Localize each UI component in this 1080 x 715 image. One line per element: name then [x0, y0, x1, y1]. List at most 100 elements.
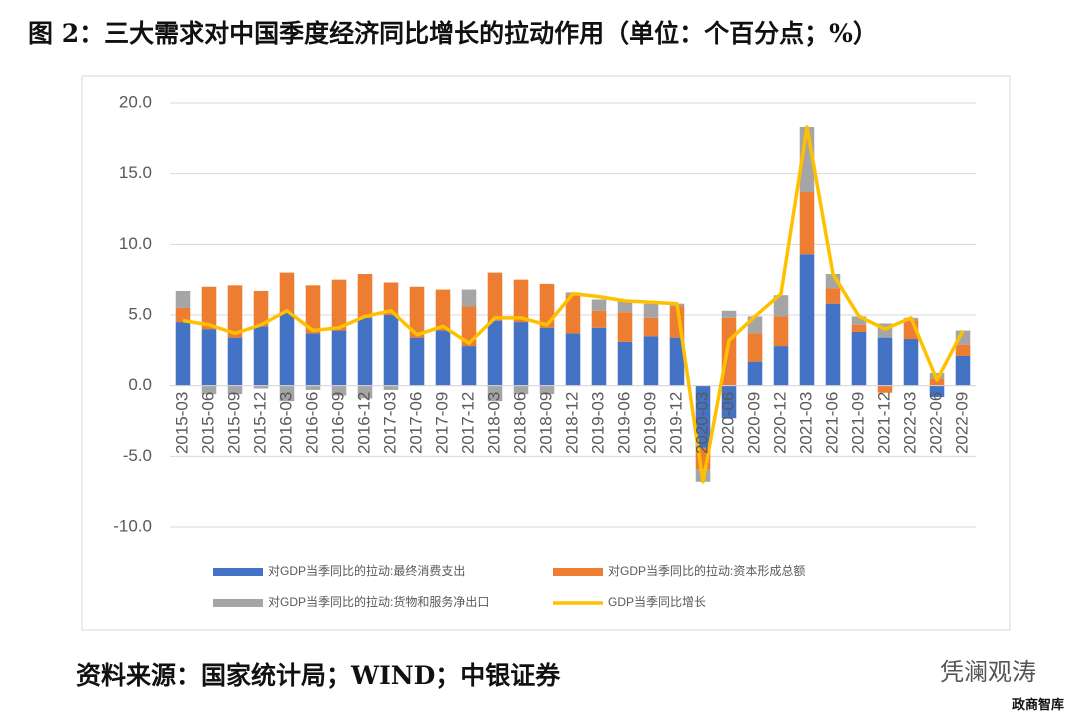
bar-segment: [591, 327, 607, 386]
bar-segment: [279, 272, 295, 313]
source-note: 资料来源：国家统计局；WIND；中银证券: [76, 661, 561, 690]
bar-segment: [539, 327, 555, 386]
bar-segment: [461, 306, 477, 347]
legend-label: 对GDP当季同比的拉动:资本形成总额: [608, 563, 805, 578]
x-tick-label: 2017-03: [380, 392, 399, 454]
legend-label: 对GDP当季同比的拉动:货物和服务净出口: [268, 594, 489, 609]
x-tick-label: 2018-12: [562, 392, 581, 454]
x-tick-label: 2021-06: [822, 392, 841, 454]
bar-segment: [773, 316, 789, 347]
bar-segment: [461, 289, 477, 307]
x-tick-label: 2018-09: [536, 392, 555, 454]
x-tick-label: 2022-06: [926, 392, 945, 454]
x-tick-label: 2016-12: [354, 392, 373, 454]
x-tick-label: 2016-03: [276, 392, 295, 454]
bar-segment: [331, 330, 347, 386]
x-tick-label: 2022-03: [900, 392, 919, 454]
bar-segment: [253, 326, 269, 386]
x-tick-label: 2020-06: [718, 392, 737, 454]
legend-label: 对GDP当季同比的拉动:最终消费支出: [268, 563, 465, 578]
bar-segment: [383, 315, 399, 386]
bar-segment: [487, 320, 503, 386]
bar-segment: [357, 317, 373, 386]
bar-segment: [175, 307, 191, 323]
bar-segment: [591, 310, 607, 328]
bar-segment: [877, 385, 893, 393]
bar-segment: [279, 312, 295, 386]
bar-segment: [383, 385, 399, 390]
x-tick-label: 2017-06: [406, 392, 425, 454]
x-tick-label: 2015-03: [172, 392, 191, 454]
bar-segment: [721, 385, 737, 419]
bar-segment: [669, 337, 685, 386]
x-tick-label: 2022-09: [952, 392, 971, 454]
bar-segment: [695, 385, 711, 448]
x-tick-label: 2021-03: [796, 392, 815, 454]
y-tick-label: 0.0: [128, 375, 152, 394]
bar-segment: [227, 385, 243, 395]
bar-segment: [331, 385, 347, 396]
x-tick-label: 2016-09: [328, 392, 347, 454]
bar-segment: [383, 282, 399, 315]
bar-segment: [305, 285, 321, 334]
x-tick-label: 2016-06: [302, 392, 321, 454]
x-tick-label: 2018-06: [510, 392, 529, 454]
legend-label: GDP当季同比增长: [608, 595, 706, 609]
x-tick-label: 2015-12: [250, 392, 269, 454]
bar-segment: [851, 331, 867, 386]
bar-segment: [617, 341, 633, 386]
bar-segment: [929, 385, 945, 397]
bar-segment: [591, 299, 607, 311]
x-tick-label: 2019-09: [640, 392, 659, 454]
x-tick-label: 2018-03: [484, 392, 503, 454]
watermark: 凭澜观涛: [940, 658, 1036, 686]
y-tick-label: 15.0: [119, 163, 152, 182]
x-tick-label: 2017-12: [458, 392, 477, 454]
bar-segment: [643, 303, 659, 318]
bar-segment: [773, 346, 789, 386]
bar-segment: [929, 378, 945, 386]
y-tick-label: -10.0: [113, 516, 152, 535]
legend-swatch: [213, 599, 263, 607]
bar-segment: [201, 385, 217, 395]
bar-segment: [747, 333, 763, 362]
line-series: [182, 125, 965, 484]
bar-segment: [409, 337, 425, 386]
bar-segment: [565, 333, 581, 386]
bar-segment: [175, 290, 191, 308]
bar-segment: [877, 337, 893, 386]
y-tick-label: 5.0: [128, 304, 152, 323]
bar-segment: [305, 385, 321, 390]
bar-segment: [487, 385, 503, 402]
x-tick-label: 2019-12: [666, 392, 685, 454]
bar-segment: [305, 333, 321, 386]
bar-segment: [201, 329, 217, 386]
bar-segment: [357, 274, 373, 318]
bar-segment: [331, 279, 347, 331]
bar-segment: [435, 330, 451, 386]
bar-segment: [175, 322, 191, 386]
bar-segment: [253, 290, 269, 327]
bar-segment: [227, 337, 243, 386]
bar-segment: [487, 272, 503, 321]
bar-segment: [825, 288, 841, 304]
x-tick-label: 2020-09: [744, 392, 763, 454]
bar-segment: [513, 322, 529, 386]
bar-segment: [617, 312, 633, 342]
x-tick-label: 2015-06: [198, 392, 217, 454]
x-tick-label: 2020-12: [770, 392, 789, 454]
legend-swatch: [213, 568, 263, 576]
bar-segment: [409, 286, 425, 338]
bar-segment: [357, 385, 373, 399]
x-tick-label: 2021-09: [848, 392, 867, 454]
legend-swatch: [553, 568, 603, 576]
bar-segment: [721, 310, 737, 318]
bar-segment: [279, 385, 295, 402]
bar-segment: [799, 254, 815, 386]
bar-segment: [513, 385, 529, 395]
x-tick-label: 2017-09: [432, 392, 451, 454]
x-tick-label: 2015-09: [224, 392, 243, 454]
y-tick-label: 10.0: [119, 234, 152, 253]
bar-segment: [825, 303, 841, 386]
